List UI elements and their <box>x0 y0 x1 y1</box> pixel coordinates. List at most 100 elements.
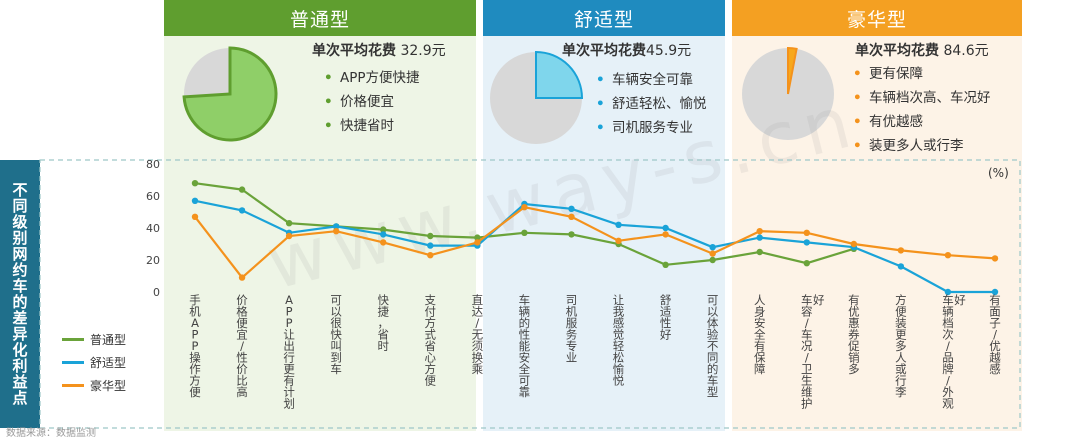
data-point <box>427 252 434 259</box>
legend-label: 豪华型 <box>90 379 127 393</box>
data-point <box>897 247 905 254</box>
cost-comfort-value: 45.9元 <box>646 43 692 59</box>
data-point <box>944 252 952 259</box>
bullet-text: APP方便快捷 <box>340 70 420 86</box>
panel-header-luxury: 豪华型 <box>732 0 1022 36</box>
data-point <box>991 255 999 262</box>
data-point <box>944 288 952 296</box>
x-tick-label: 价格便宜/性价比高 <box>236 293 248 399</box>
data-point <box>803 260 810 267</box>
pie-comfort-slice <box>535 50 584 99</box>
data-point <box>191 180 199 187</box>
data-point <box>285 220 293 227</box>
data-point <box>332 223 340 230</box>
cost-luxury: 单次平均花费 84.6元 <box>855 40 989 60</box>
bullet-item: • APP方便快捷 <box>324 70 420 86</box>
bullet-item: • 更有保障 <box>853 66 923 82</box>
data-point <box>615 221 622 228</box>
data-point <box>427 232 434 240</box>
x-tick-label: 支付方式省心方便 <box>425 293 437 388</box>
data-point <box>521 229 528 236</box>
x-tick-label: 车辆档次/品牌/外观好 <box>942 293 966 411</box>
y-tick-label: 20 <box>146 254 160 267</box>
data-point <box>238 207 246 214</box>
pie-basic <box>182 46 278 142</box>
legend-item-luxury: 豪华型 <box>62 374 126 397</box>
data-point <box>380 239 387 246</box>
data-point <box>238 186 246 193</box>
x-tick-label: A P P 让出行更有计划 <box>283 293 295 411</box>
bullet-item: • 装更多人或行李 <box>853 138 964 154</box>
data-point <box>615 237 622 244</box>
x-tick-label: 让我感觉轻松愉悦 <box>613 293 625 388</box>
data-point <box>709 244 716 251</box>
pie-luxury-slice <box>787 46 798 95</box>
data-point <box>803 229 810 236</box>
series-line-舒适型 <box>194 199 995 294</box>
x-tick-label: 手机 A P P 操作方便 <box>189 293 201 399</box>
bullet-item: • 有优越感 <box>853 114 923 130</box>
cost-luxury-label: 单次平均花费 <box>855 43 939 59</box>
x-tick-label: 司机服务专业 <box>566 293 578 365</box>
y-tick-label: 80 <box>146 158 160 171</box>
cost-basic-label: 单次平均花费 <box>312 43 396 59</box>
x-tick-label: 直达/无须换乘 <box>472 293 484 376</box>
data-point <box>521 204 528 211</box>
legend: 普通型 舒适型 豪华型 <box>62 328 126 397</box>
data-point <box>756 234 763 241</box>
bullet-item: • 价格便宜 <box>324 94 394 110</box>
x-tick-label: 快捷，省时 <box>377 293 389 353</box>
panel-header-basic: 普通型 <box>164 0 476 36</box>
x-tick-label: 可以体验不同的车型 <box>707 293 719 399</box>
cost-luxury-value: 84.6元 <box>943 43 989 59</box>
data-point <box>662 224 669 232</box>
data-point <box>756 248 763 256</box>
cost-basic: 单次平均花费 32.9元 <box>312 40 446 60</box>
side-title-text: 不同级别网约车的差异化利益点 <box>10 182 29 406</box>
data-point <box>380 226 387 233</box>
y-tick-label: 60 <box>146 190 160 203</box>
data-point <box>897 263 905 270</box>
bullet-text: 司机服务专业 <box>612 120 693 136</box>
data-point <box>662 261 669 268</box>
side-title: 不同级别网约车的差异化利益点 <box>0 160 40 428</box>
y-tick-label: 0 <box>153 286 160 299</box>
data-point <box>474 239 481 246</box>
y-tick-label: 40 <box>146 222 160 235</box>
x-tick-label: 方便装更多人或行李 <box>895 293 907 399</box>
bullet-text: 车辆安全可靠 <box>612 72 693 88</box>
data-point <box>285 232 293 240</box>
x-tick-label: 人身安全有保障 <box>754 293 766 376</box>
bullet-item: • 舒适轻松、愉悦 <box>596 96 707 112</box>
bullets-luxury: • 更有保障 • 车辆档次高、车况好 • 有优越感 • 装更多人或行李 <box>853 62 991 158</box>
x-tick-label: 车容/车况/卫生维护好 <box>801 293 825 411</box>
x-tick-label: 舒适性好 <box>660 293 672 342</box>
series-line-普通型 <box>194 182 855 266</box>
panel-header-comfort: 舒适型 <box>483 0 725 36</box>
bullet-text: 装更多人或行李 <box>869 138 964 154</box>
data-point <box>568 205 575 212</box>
bullets-basic: • APP方便快捷 • 价格便宜 • 快捷省时 <box>324 66 420 138</box>
x-tick-label: 有面子/优越感 <box>989 293 1001 376</box>
bullet-text: 车辆档次高、车况好 <box>869 90 991 106</box>
x-tick-label: 车辆的性能安全可靠 <box>519 293 531 399</box>
legend-item-basic: 普通型 <box>62 328 126 351</box>
bullet-item: • 司机服务专业 <box>596 120 693 136</box>
unit-label: (%) <box>988 166 1009 180</box>
data-point <box>803 239 810 246</box>
cost-basic-value: 32.9元 <box>400 43 446 59</box>
data-point <box>850 240 858 248</box>
x-tick-label: 可以很快叫到车 <box>330 293 342 376</box>
data-point <box>991 288 999 296</box>
data-point <box>332 228 340 235</box>
bullet-item: • 车辆档次高、车况好 <box>853 90 991 106</box>
bullets-comfort: • 车辆安全可靠 • 舒适轻松、愉悦 • 司机服务专业 <box>596 68 707 140</box>
bullet-text: 快捷省时 <box>340 118 394 134</box>
pie-luxury <box>742 46 834 140</box>
data-point <box>568 213 575 220</box>
chart-frame <box>39 159 1021 429</box>
bullet-item: • 快捷省时 <box>324 118 394 134</box>
data-point <box>427 242 434 249</box>
data-point <box>756 228 763 235</box>
